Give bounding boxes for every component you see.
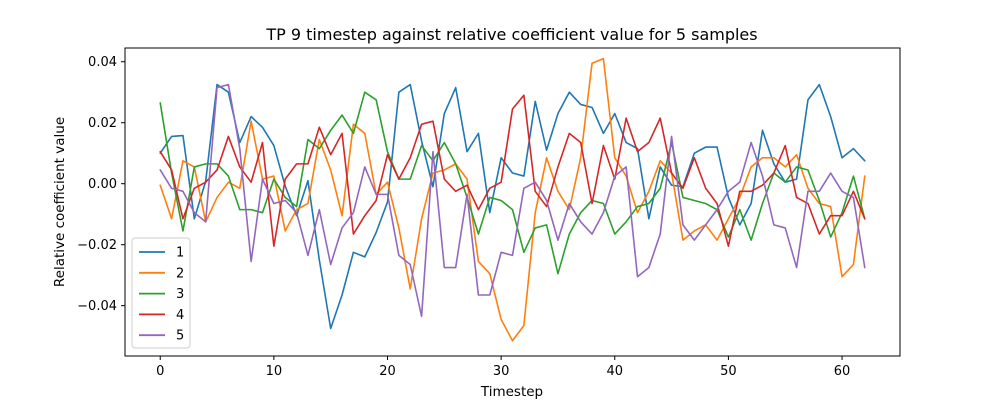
legend-label-4: 4	[176, 308, 184, 323]
series-line-3	[159, 91, 866, 275]
chart-title: TP 9 timestep against relative coefficie…	[265, 25, 757, 44]
legend: 1 2 3 4 5	[131, 237, 191, 349]
series-line-5	[159, 83, 866, 318]
x-tick-label: 10	[266, 364, 283, 379]
y-tick-label: 0.02	[88, 116, 117, 131]
axes-frame	[124, 47, 901, 357]
x-axis-label: Timestep	[480, 384, 543, 400]
series-line-4	[159, 94, 866, 248]
x-tick-label: 40	[606, 364, 623, 379]
legend-label-3: 3	[176, 287, 184, 302]
y-axis-label: Relative coefficient value	[52, 117, 68, 287]
y-tick-label: 0.04	[88, 55, 117, 70]
x-tick-label: 30	[493, 364, 510, 379]
x-tick-label: 20	[379, 364, 396, 379]
y-tick-label: 0.00	[88, 177, 117, 192]
legend-label-2: 2	[176, 266, 184, 281]
legend-label-5: 5	[176, 329, 184, 344]
series-lines	[159, 57, 866, 342]
y-tick-label: −0.04	[77, 299, 117, 314]
x-tick-label: 0	[156, 364, 164, 379]
y-tick-label: −0.02	[77, 238, 117, 253]
x-tick-label: 50	[720, 364, 737, 379]
x-axis-ticks: 0 10 20 30 40 50 60	[156, 356, 850, 379]
x-tick-label: 60	[834, 364, 851, 379]
series-line-1	[159, 83, 866, 330]
y-axis-ticks: −0.04 −0.02 0.00 0.02 0.04	[77, 55, 125, 314]
plot-area	[125, 48, 900, 356]
legend-label-1: 1	[176, 246, 184, 261]
series-line-2	[159, 57, 866, 342]
